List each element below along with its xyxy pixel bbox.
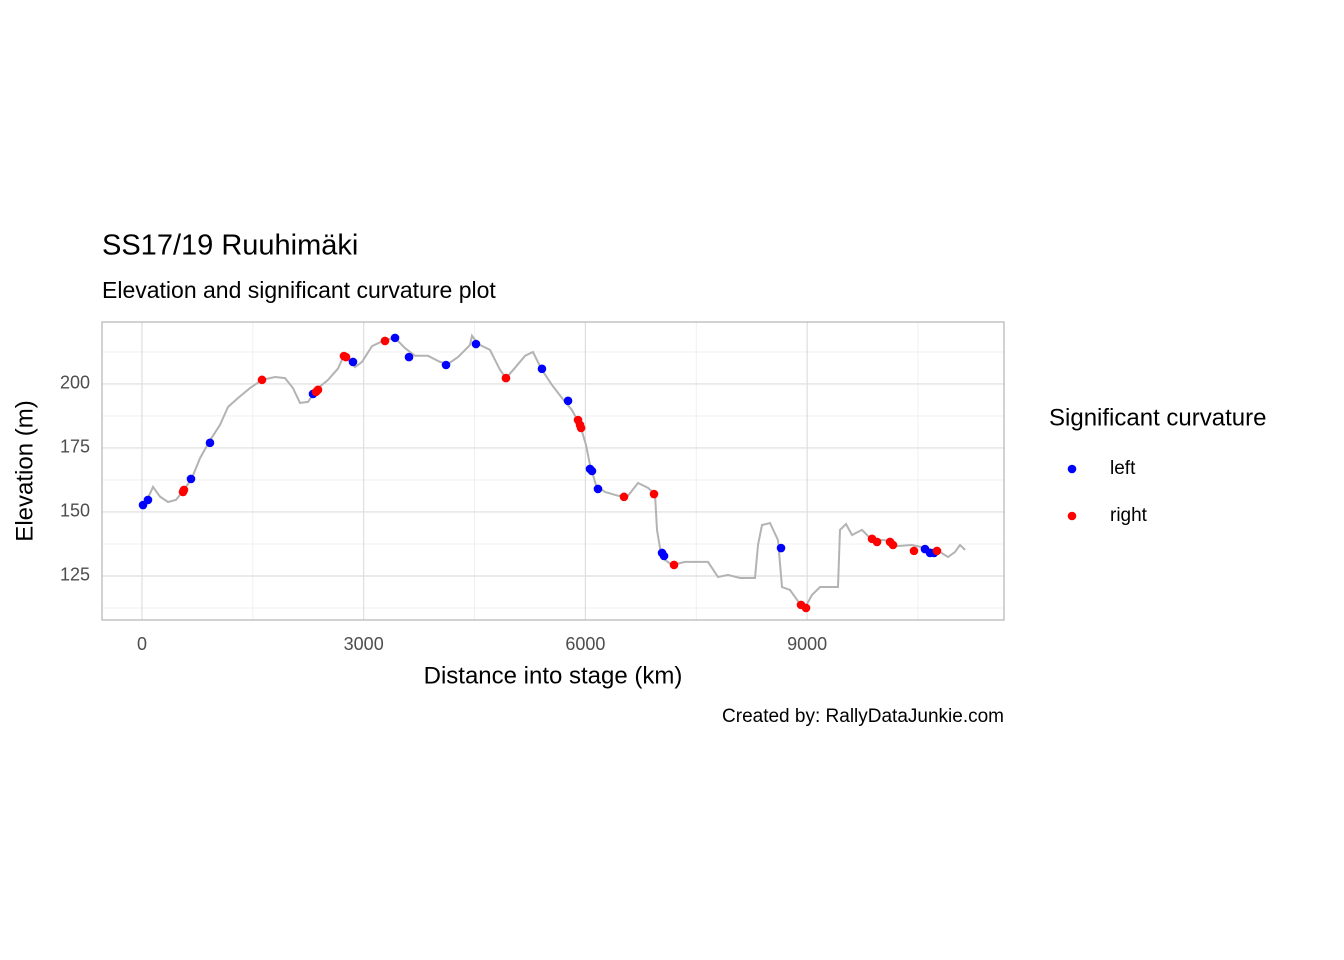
curvature-point bbox=[179, 485, 189, 495]
x-tick-label: 0 bbox=[137, 634, 147, 654]
curvature-point bbox=[888, 540, 898, 550]
y-tick-label: 125 bbox=[60, 565, 90, 585]
curvature-point bbox=[576, 423, 586, 433]
curvature-point bbox=[501, 373, 511, 383]
legend-marker bbox=[1067, 511, 1077, 521]
legend-label: right bbox=[1110, 505, 1148, 526]
curvature-point bbox=[380, 336, 390, 346]
elevation-line bbox=[141, 333, 966, 608]
curvature-point bbox=[205, 438, 215, 448]
legend-marker bbox=[1067, 464, 1077, 474]
curvature-point bbox=[593, 484, 603, 494]
legend-title: Significant curvature bbox=[1049, 404, 1266, 431]
y-axis-title: Elevation (m) bbox=[11, 400, 38, 541]
curvature-point bbox=[186, 474, 196, 484]
curvature-point bbox=[776, 543, 786, 553]
x-axis-title: Distance into stage (km) bbox=[424, 662, 683, 689]
x-tick-label: 9000 bbox=[787, 634, 827, 654]
panel-border bbox=[101, 321, 1005, 621]
curvature-point bbox=[341, 352, 351, 362]
x-tick-label: 6000 bbox=[565, 634, 605, 654]
legend-label: left bbox=[1110, 458, 1136, 479]
y-tick-label: 150 bbox=[60, 501, 90, 521]
curvature-point bbox=[659, 551, 669, 561]
curvature-point bbox=[801, 603, 811, 613]
curvature-point bbox=[872, 537, 882, 547]
curvature-point bbox=[390, 333, 400, 343]
chart-subtitle: Elevation and significant curvature plot bbox=[102, 277, 496, 303]
chart-title: SS17/19 Ruuhimäki bbox=[102, 230, 358, 262]
curvature-point bbox=[932, 546, 942, 556]
curvature-point bbox=[909, 546, 919, 556]
curvature-point bbox=[471, 339, 481, 349]
curvature-point bbox=[619, 492, 629, 502]
curvature-point bbox=[441, 360, 451, 370]
curvature-point bbox=[537, 364, 547, 374]
x-tick-label: 3000 bbox=[344, 634, 384, 654]
curvature-point bbox=[404, 352, 414, 362]
curvature-point bbox=[348, 357, 358, 367]
curvature-point bbox=[587, 466, 597, 476]
curvature-point bbox=[143, 495, 153, 505]
curvature-point bbox=[563, 396, 573, 406]
curvature-point bbox=[257, 375, 267, 385]
curvature-point bbox=[649, 489, 659, 499]
caption: Created by: RallyDataJunkie.com bbox=[722, 706, 1004, 727]
y-tick-label: 175 bbox=[60, 437, 90, 457]
curvature-point bbox=[313, 385, 323, 395]
curvature-point bbox=[669, 560, 679, 570]
y-tick-label: 200 bbox=[60, 373, 90, 393]
